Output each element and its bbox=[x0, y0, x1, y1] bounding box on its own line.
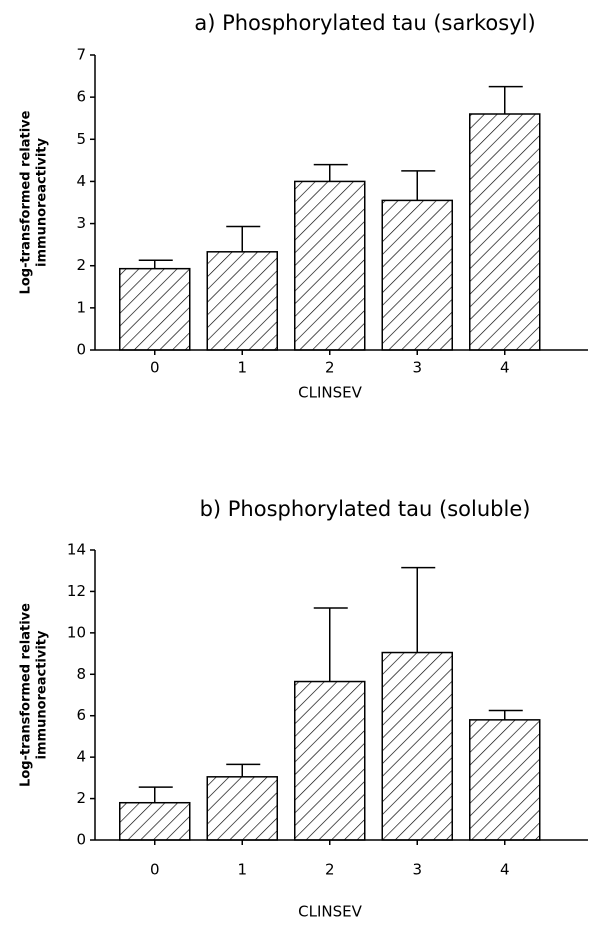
x-tick-label: 3 bbox=[412, 861, 422, 879]
x-tick-label: 3 bbox=[412, 359, 422, 377]
y-tick-label: 1 bbox=[76, 298, 86, 316]
x-tick-label: 2 bbox=[325, 359, 335, 377]
x-tick-label: 2 bbox=[325, 861, 335, 879]
bar bbox=[206, 776, 278, 841]
y-axis-label: Log-transformed relative bbox=[19, 603, 34, 787]
y-tick-label: 6 bbox=[76, 706, 86, 724]
y-tick-label: 12 bbox=[67, 582, 86, 600]
y-tick-label: 2 bbox=[76, 789, 86, 807]
x-tick-label: 4 bbox=[500, 359, 510, 377]
y-tick-label: 2 bbox=[76, 256, 86, 274]
y-tick-label: 7 bbox=[76, 46, 86, 64]
x-tick-label: 1 bbox=[237, 359, 247, 377]
bar bbox=[119, 267, 191, 351]
y-tick-label: 8 bbox=[76, 665, 86, 683]
bar bbox=[469, 113, 541, 351]
x-tick-label: 0 bbox=[150, 861, 160, 879]
bar bbox=[381, 199, 453, 351]
y-tick-label: 0 bbox=[76, 831, 86, 849]
bar bbox=[294, 180, 366, 351]
bar bbox=[294, 680, 366, 841]
y-tick-label: 3 bbox=[76, 214, 86, 232]
bar bbox=[381, 651, 453, 841]
y-tick-label: 4 bbox=[76, 172, 86, 190]
y-tick-label: 5 bbox=[76, 130, 86, 148]
y-tick-label: 0 bbox=[76, 341, 86, 359]
y-axis-label: immunoreactivity bbox=[35, 630, 50, 760]
x-tick-label: 1 bbox=[237, 861, 247, 879]
y-tick-label: 4 bbox=[76, 748, 86, 766]
bar bbox=[119, 801, 191, 841]
x-tick-label: 0 bbox=[150, 359, 160, 377]
y-axis-label: immunoreactivity bbox=[35, 137, 50, 267]
x-tick-label: 4 bbox=[500, 861, 510, 879]
y-tick-label: 6 bbox=[76, 88, 86, 106]
y-axis-label: Log-transformed relative bbox=[19, 110, 34, 294]
x-axis-label: CLINSEV bbox=[298, 903, 362, 921]
y-tick-label: 10 bbox=[67, 623, 86, 641]
x-axis-label: CLINSEV bbox=[298, 384, 362, 402]
chart-title: a) Phosphorylated tau (sarkosyl) bbox=[194, 11, 535, 35]
bar bbox=[206, 251, 278, 351]
y-tick-label: 14 bbox=[67, 541, 86, 559]
bar bbox=[469, 719, 541, 841]
chart-title: b) Phosphorylated tau (soluble) bbox=[200, 497, 531, 521]
